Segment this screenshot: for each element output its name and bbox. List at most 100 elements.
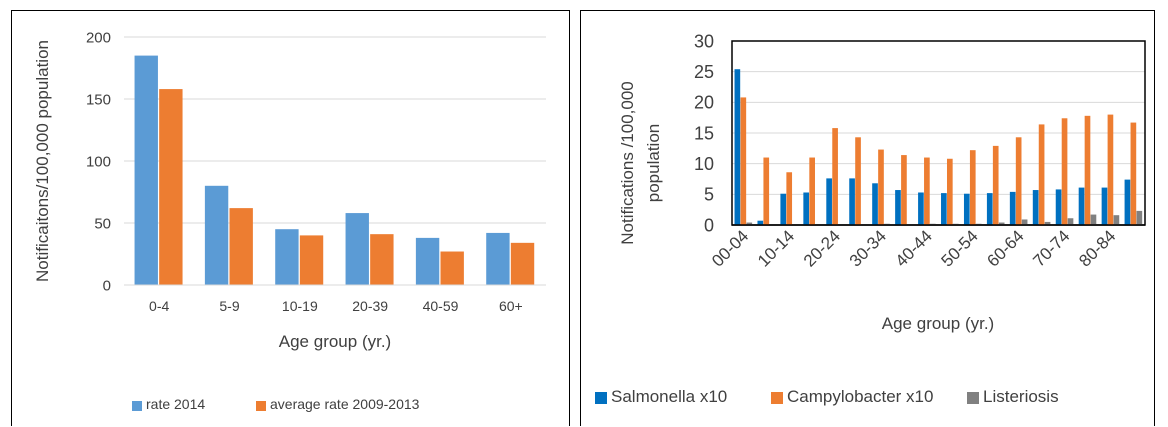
bar [1078, 187, 1085, 225]
bar [415, 237, 440, 285]
bar [1136, 210, 1143, 225]
bar [757, 220, 764, 225]
bar [941, 193, 947, 225]
x-axis-title: Age group (yr.) [882, 314, 994, 333]
y-tick-label: 10 [694, 154, 714, 174]
legend-swatch [132, 401, 142, 411]
bar [159, 89, 183, 285]
bar [1124, 179, 1131, 225]
bar [786, 172, 793, 225]
y-tick-label: 150 [86, 91, 111, 108]
bar [1044, 221, 1051, 225]
y-tick-label: 5 [704, 185, 714, 205]
legend-label: Listeriosis [983, 387, 1059, 406]
legend-label: Campylobacter x10 [787, 387, 933, 406]
bar [1009, 191, 1016, 225]
bar [1032, 190, 1039, 225]
legend-swatch [771, 392, 783, 404]
bar [992, 145, 999, 225]
bar [969, 150, 976, 225]
x-tick-label: 20-39 [352, 298, 388, 314]
x-tick-label: 0-4 [149, 298, 169, 314]
bar [998, 222, 1005, 225]
bar [826, 178, 832, 225]
left-chart-panel: 0 50 100 150 200 0-4 5-9 10-19 20-39 40-59 60+ Age … [11, 10, 570, 426]
y-tick-label: 25 [694, 62, 714, 82]
bar [370, 234, 394, 285]
bar [345, 213, 369, 285]
y-tick-label: 0 [103, 277, 111, 294]
y-tick-label: 15 [694, 123, 714, 143]
bar [440, 251, 464, 285]
bar [855, 137, 861, 225]
x-tick-label: 10-14 [754, 226, 798, 270]
right-chart-panel: 0 5 10 15 20 25 30 00-04 10-14 20-24 30-34 40-44 50-… [580, 10, 1155, 426]
x-tick-label: 50-54 [938, 226, 982, 270]
bar [763, 157, 770, 225]
x-tick-label: 00-04 [708, 226, 752, 270]
bar [986, 193, 993, 225]
bar [809, 157, 815, 225]
bar [1038, 124, 1045, 225]
y-tick-label: 50 [94, 215, 111, 232]
x-tick-label: 80-84 [1075, 226, 1119, 270]
y-tick-label: 30 [694, 31, 714, 51]
bar [1084, 115, 1091, 225]
y-tick-label: 0 [704, 215, 714, 235]
bar [918, 192, 924, 225]
y-tick-label: 200 [86, 29, 111, 46]
legend-label: average rate 2009-2013 [270, 396, 420, 412]
legend-swatch [256, 401, 266, 411]
bar [849, 178, 855, 225]
legend-swatch [595, 392, 607, 404]
y-axis-title: population [644, 124, 663, 202]
bar [740, 97, 747, 225]
bar [924, 157, 930, 225]
bar [895, 190, 901, 225]
bar [1021, 219, 1028, 225]
bar [963, 193, 970, 225]
bar [780, 193, 787, 225]
bar [1061, 118, 1068, 225]
x-axis-title: Age group (yr.) [279, 332, 391, 351]
x-tick-label: 5-9 [219, 298, 239, 314]
x-tick-label: 30-34 [846, 226, 890, 270]
x-tick-label: 70-74 [1029, 226, 1073, 270]
legend-label: rate 2014 [146, 396, 205, 412]
bar [134, 55, 158, 285]
bar [275, 229, 299, 285]
bar [901, 155, 907, 225]
bar [1101, 187, 1108, 225]
left-chart: 0 50 100 150 200 0-4 5-9 10-19 20-39 40-59 60+ Age … [33, 29, 546, 412]
bar [832, 128, 838, 225]
y-axis-title: Notifications /100,000 [618, 81, 637, 245]
bar [299, 235, 324, 285]
x-tick-label: 10-19 [282, 298, 318, 314]
bar [1107, 114, 1114, 225]
legend-label: Salmonella x10 [611, 387, 727, 406]
bar [878, 149, 884, 225]
x-tick-label: 60+ [499, 298, 523, 314]
x-tick-label: 20-24 [800, 226, 844, 270]
bar [486, 232, 510, 285]
bar [204, 185, 229, 285]
x-tick-label: 60-64 [983, 226, 1027, 270]
x-tick-label: 40-44 [892, 226, 936, 270]
bar [746, 222, 753, 225]
y-tick-label: 20 [694, 93, 714, 113]
y-tick-label: 100 [86, 153, 111, 170]
bar [1130, 122, 1137, 225]
bar [803, 192, 810, 225]
bar [229, 208, 253, 285]
bar [510, 242, 535, 285]
legend-swatch [967, 392, 979, 404]
right-chart: 0 5 10 15 20 25 30 00-04 10-14 20-24 30-34 40-44 50-… [595, 31, 1146, 406]
bar [1090, 214, 1097, 225]
bar [734, 69, 741, 225]
bar [872, 183, 878, 225]
y-axis-title: Notificaitons/100,000 population [33, 40, 52, 282]
bar [1067, 218, 1074, 225]
x-tick-label: 40-59 [423, 298, 459, 314]
bar [1055, 189, 1062, 225]
bar [1113, 215, 1120, 225]
